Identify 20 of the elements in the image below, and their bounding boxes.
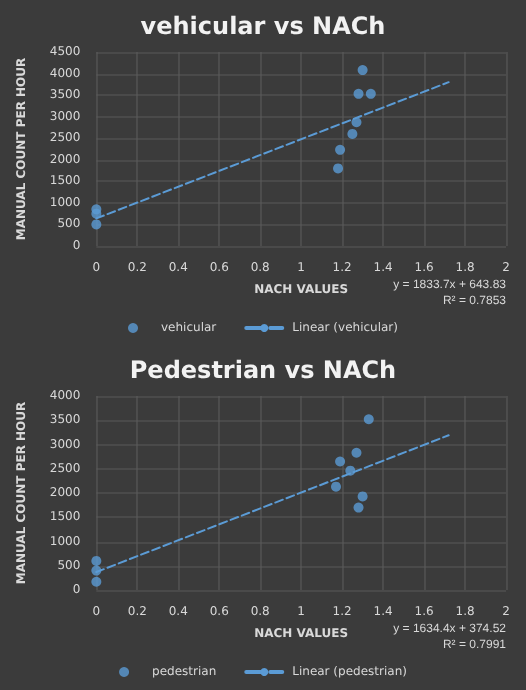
point	[335, 456, 346, 467]
point	[351, 117, 362, 128]
point	[91, 555, 102, 566]
point	[91, 576, 102, 587]
point	[333, 163, 344, 174]
point	[365, 88, 376, 99]
point	[345, 465, 356, 476]
point	[353, 502, 364, 513]
point	[91, 219, 102, 230]
chart-title: Pedestrian vs NACh	[129, 356, 397, 384]
point	[351, 447, 362, 458]
point	[335, 144, 346, 155]
point	[331, 481, 341, 492]
point	[347, 128, 358, 139]
point	[357, 65, 368, 76]
chart-title: vehicular vs NACh	[140, 12, 386, 40]
point	[363, 414, 374, 425]
point	[353, 88, 364, 99]
point	[91, 565, 102, 576]
point	[357, 491, 368, 502]
